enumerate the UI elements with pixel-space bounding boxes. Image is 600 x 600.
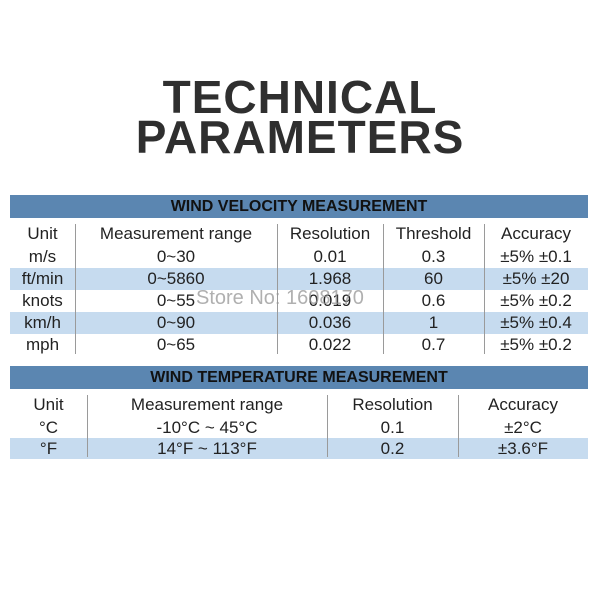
table-row: m/s 0~30 0.01 0.3 ±5% ±0.1 — [10, 246, 588, 268]
table-cell: ±5% ±20 — [502, 269, 570, 288]
table-cell: 0~65 — [156, 335, 196, 354]
table-cell: ±5% ±0.2 — [500, 291, 572, 310]
table-row: °C -10°C ~ 45°C 0.1 ±2°C — [10, 417, 588, 438]
table-cell: m/s — [28, 247, 57, 266]
table-cell: Measurement range — [99, 224, 253, 243]
section-heading: WIND VELOCITY MEASUREMENT — [10, 195, 588, 218]
table-cell: 0.019 — [308, 291, 352, 310]
table-cell: 14°F ~ 113°F — [157, 438, 257, 458]
column-divider — [87, 395, 88, 457]
table-row: ft/min 0~5860 1.968 60 ±5% ±20 — [10, 268, 588, 290]
section-heading: WIND TEMPERATURE MEASUREMENT — [10, 366, 588, 389]
table-cell: Accuracy — [501, 224, 571, 243]
table-row: knots 0~55 0.019 0.6 ±5% ±0.2 — [10, 290, 588, 312]
column-divider — [484, 224, 485, 354]
table-cell: Unit — [33, 395, 64, 414]
table-cell: ft/min — [21, 269, 64, 288]
table-cell: ±2°C — [504, 417, 542, 437]
table-cell: -10°C ~ 45°C — [156, 417, 258, 437]
table-cell: 0.01 — [313, 247, 347, 266]
table-cell: 0.6 — [421, 291, 446, 310]
title-line: PARAMETERS — [135, 111, 465, 163]
table-cell: 0.022 — [308, 335, 352, 354]
watermark: Store No: 1608170 — [196, 287, 364, 309]
table-cell: ±5% ±0.1 — [500, 247, 572, 266]
column-divider — [458, 395, 459, 457]
table-cell: Accuracy — [488, 395, 558, 414]
table-cell: 0.036 — [308, 313, 352, 332]
table-row: Unit Measurement range Resolution Threshold… — [10, 222, 588, 246]
table-cell: Resolution — [289, 224, 371, 243]
table-cell: km/h — [24, 313, 61, 332]
table-cell: mph — [25, 335, 60, 354]
table-cell: Unit — [27, 224, 58, 243]
table-cell: 0~90 — [156, 313, 196, 332]
table-cell: 0~30 — [156, 247, 196, 266]
title-line: TECHNICAL — [162, 71, 438, 123]
table-cell: knots — [22, 291, 63, 310]
column-divider — [75, 224, 76, 354]
table-cell: °C — [38, 417, 59, 437]
table-cell: Resolution — [352, 395, 433, 414]
table-cell: 0~55 — [156, 291, 196, 310]
table-cell: Measurement range — [130, 395, 284, 414]
table-row: km/h 0~90 0.036 1 ±5% ±0.4 — [10, 312, 588, 334]
table-cell: 1.968 — [308, 269, 352, 288]
table-cell: 60 — [424, 269, 443, 288]
table-row: °F 14°F ~ 113°F 0.2 ±3.6°F — [10, 438, 588, 459]
table-cell: 0.7 — [421, 335, 446, 354]
table-cell: 1 — [428, 313, 439, 332]
table-cell: Threshold — [395, 224, 472, 243]
table-cell: 0.3 — [421, 247, 446, 266]
table-cell: 0.2 — [380, 438, 405, 458]
table-row: Unit Measurement range Resolution Accuracy — [10, 393, 588, 417]
table-cell: 0.1 — [380, 417, 405, 437]
table-row: mph 0~65 0.022 0.7 ±5% ±0.2 — [10, 334, 588, 356]
column-divider — [277, 224, 278, 354]
table-cell: ±5% ±0.2 — [500, 335, 572, 354]
column-divider — [383, 224, 384, 354]
table-cell: ±5% ±0.4 — [500, 313, 572, 332]
column-divider — [327, 395, 328, 457]
table-cell: °F — [39, 438, 58, 458]
table-cell: 0~5860 — [147, 269, 205, 288]
table-cell: ±3.6°F — [497, 438, 549, 458]
